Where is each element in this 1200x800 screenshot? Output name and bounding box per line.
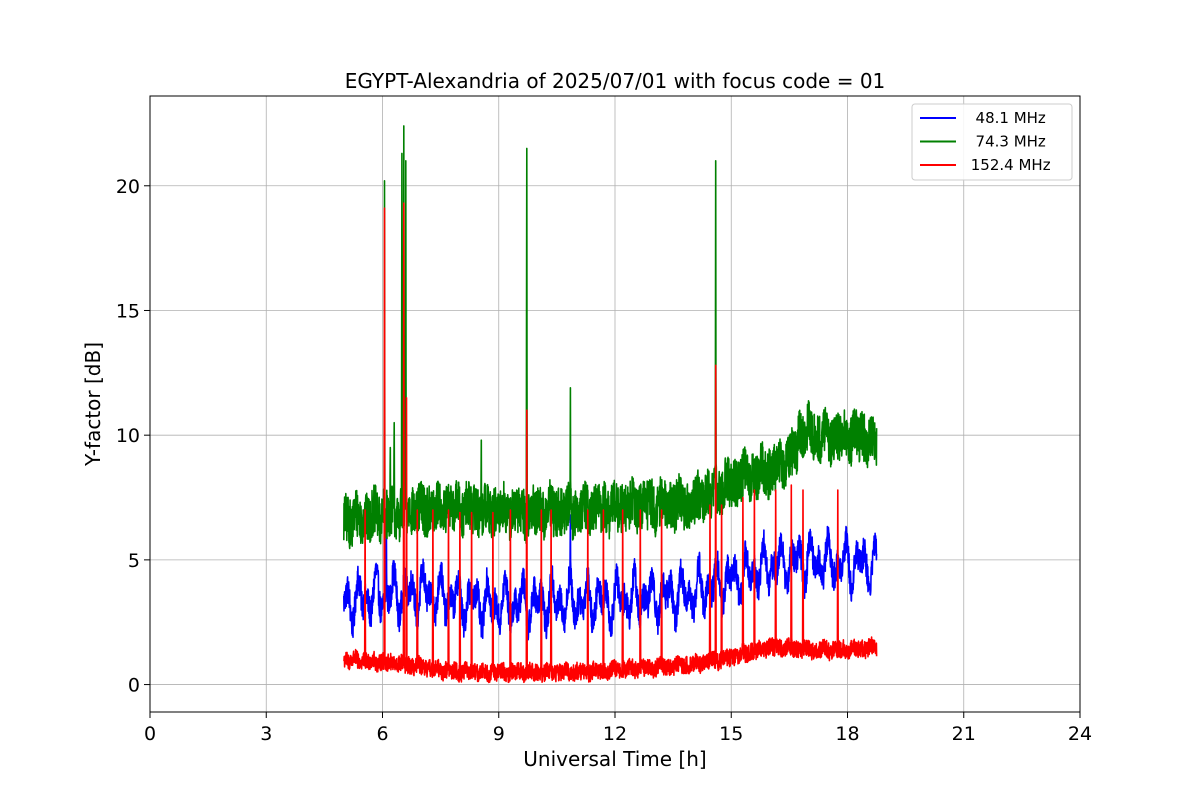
y-tick-label: 20 bbox=[116, 176, 140, 198]
y-tick-label: 5 bbox=[128, 550, 140, 572]
y-tick-label: 10 bbox=[116, 425, 140, 447]
y-tick-label: 0 bbox=[128, 675, 140, 697]
y-axis-label: Y-factor [dB] bbox=[81, 342, 105, 467]
x-tick-label: 9 bbox=[493, 723, 505, 745]
series-line-1 bbox=[343, 125, 878, 550]
x-tick-label: 12 bbox=[603, 723, 627, 745]
legend-label-2: 152.4 MHz bbox=[966, 156, 1051, 174]
x-tick-label: 24 bbox=[1068, 723, 1092, 745]
series-line-2 bbox=[343, 202, 878, 684]
legend-box bbox=[911, 103, 1073, 181]
legend: 48.1 MHz 74.3 MHz 152.4 MHz bbox=[911, 103, 1073, 181]
x-tick-label: 21 bbox=[952, 723, 976, 745]
legend-label-0: 48.1 MHz bbox=[966, 109, 1046, 127]
ticks: 0 3 6 9 12 15 18 21 24 0 5 10 15 20 bbox=[116, 176, 1092, 745]
y-tick-label: 15 bbox=[116, 300, 140, 322]
x-tick-label: 18 bbox=[835, 723, 859, 745]
chart-title: EGYPT-Alexandria of 2025/07/01 with focu… bbox=[345, 69, 886, 93]
series-layer bbox=[343, 125, 878, 684]
x-tick-label: 15 bbox=[719, 723, 743, 745]
legend-label-1: 74.3 MHz bbox=[966, 133, 1046, 151]
x-tick-label: 3 bbox=[260, 723, 272, 745]
x-tick-label: 0 bbox=[144, 723, 156, 745]
x-axis-label: Universal Time [h] bbox=[523, 747, 706, 771]
x-tick-label: 6 bbox=[376, 723, 388, 745]
